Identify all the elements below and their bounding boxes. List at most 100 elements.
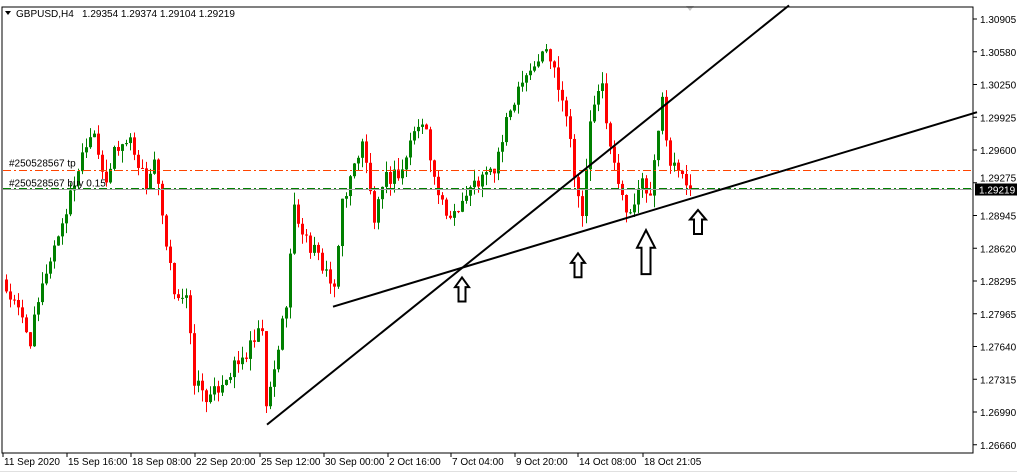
candle — [565, 96, 568, 127]
candle — [585, 158, 588, 224]
candle-body — [445, 199, 448, 216]
candle — [617, 153, 620, 189]
candle-body — [253, 340, 256, 342]
candle — [537, 54, 540, 68]
candle — [421, 118, 424, 134]
candle-body — [457, 211, 460, 213]
candle-body — [181, 297, 184, 299]
candle — [9, 283, 12, 308]
candle — [429, 126, 432, 173]
dropdown-triangle-icon[interactable] — [5, 11, 11, 15]
candle-body — [137, 154, 140, 168]
trendline-1[interactable] — [266, 4, 790, 426]
candle-body — [117, 146, 120, 151]
candle — [461, 192, 464, 213]
candle-body — [185, 295, 188, 298]
candle — [41, 272, 44, 306]
candle — [149, 168, 152, 190]
candle — [269, 381, 272, 410]
candle — [529, 63, 532, 81]
candle-body — [57, 236, 60, 246]
up-arrow-icon[interactable] — [453, 275, 471, 303]
candle — [233, 356, 236, 389]
candle — [129, 133, 132, 151]
candle-body — [241, 357, 244, 365]
candle-body — [317, 244, 320, 253]
up-arrow-icon[interactable] — [635, 227, 657, 276]
candle-body — [669, 140, 672, 166]
candle — [237, 351, 240, 373]
candle-body — [413, 131, 416, 141]
candle — [561, 81, 564, 112]
symbol-label: GBPUSD,H4 — [16, 9, 74, 20]
candle — [589, 110, 592, 181]
candle-body — [605, 83, 608, 124]
y-tick-label: 1.26660 — [980, 441, 1017, 452]
candle — [465, 185, 468, 204]
candle-body — [597, 91, 600, 105]
candle-body — [113, 146, 116, 169]
candle — [597, 84, 600, 112]
candle — [213, 377, 216, 401]
candle — [137, 149, 140, 176]
up-arrow-icon[interactable] — [569, 251, 587, 279]
candle — [113, 145, 116, 171]
candle-body — [637, 188, 640, 205]
x-tick-label: 14 Oct 08:00 — [579, 457, 637, 468]
candle-body — [661, 96, 664, 131]
candle — [549, 48, 552, 69]
candle-body — [685, 173, 688, 186]
candle-body — [85, 147, 88, 153]
candle-body — [217, 386, 220, 393]
candle-body — [109, 168, 112, 183]
candle-body — [77, 171, 80, 186]
candle-body — [417, 126, 420, 132]
candle — [49, 257, 52, 279]
candle — [161, 180, 164, 225]
arrows — [453, 208, 709, 303]
candle — [401, 159, 404, 185]
candle-body — [149, 173, 152, 190]
candle-body — [529, 70, 532, 76]
candle — [253, 329, 256, 348]
x-tick-label: 9 Oct 20:00 — [516, 457, 568, 468]
candle-body — [45, 273, 48, 284]
order-lines: #250528567 tp #250528567 buy 0.15 — [3, 159, 972, 190]
candle — [189, 290, 192, 345]
candle-body — [401, 169, 404, 179]
candle — [569, 108, 572, 148]
x-tick-label: 11 Sep 2020 — [4, 457, 60, 468]
candle — [101, 150, 104, 179]
candle-body — [481, 174, 484, 187]
candle-body — [197, 380, 200, 386]
candle-body — [485, 172, 488, 175]
candle-body — [453, 211, 456, 218]
candle — [521, 70, 524, 92]
candle-body — [365, 141, 368, 163]
y-tick-label: 1.27315 — [980, 375, 1017, 386]
candle-body — [337, 246, 340, 287]
candle-body — [405, 157, 408, 170]
plot-frame — [1, 6, 974, 454]
candle-body — [321, 252, 324, 271]
candle-body — [225, 379, 228, 385]
candle — [109, 163, 112, 184]
candle — [577, 174, 580, 208]
up-arrow-icon[interactable] — [687, 208, 709, 235]
candle-body — [477, 180, 480, 187]
trendline-2[interactable] — [332, 111, 978, 308]
candle-body — [121, 144, 124, 151]
candle-body — [5, 279, 8, 292]
candle-body — [593, 104, 596, 122]
candle-body — [205, 390, 208, 403]
candle-body — [461, 200, 464, 212]
candle — [185, 288, 188, 309]
candle — [653, 154, 656, 208]
candle-body — [653, 160, 656, 196]
candle — [297, 199, 300, 228]
candle — [497, 147, 500, 181]
candle — [25, 314, 28, 334]
y-tick-label: 1.28945 — [980, 212, 1017, 223]
candle-body — [545, 49, 548, 52]
